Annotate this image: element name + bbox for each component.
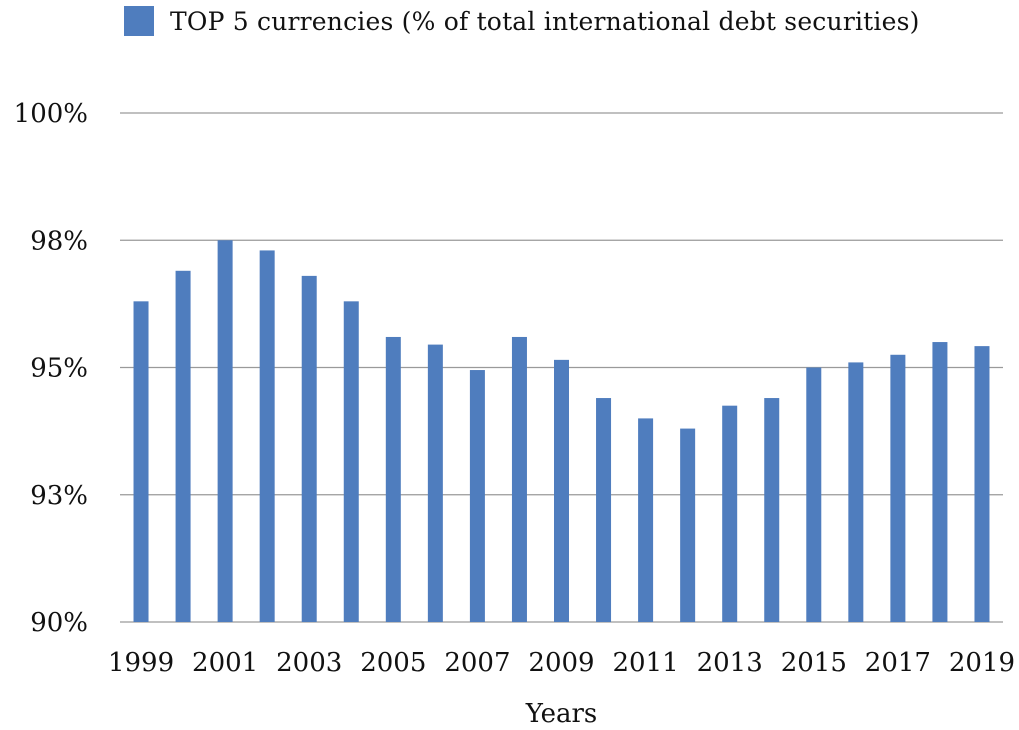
bar <box>469 370 485 622</box>
bar <box>722 405 738 622</box>
bar <box>301 275 317 622</box>
x-tick-label: 2009 <box>528 648 594 678</box>
x-tick-label: 2019 <box>949 648 1015 678</box>
x-tick-label: 2001 <box>192 648 258 678</box>
x-tick-label: 2017 <box>865 648 931 678</box>
bar <box>217 240 233 622</box>
x-tick-label: 2005 <box>360 648 426 678</box>
legend-label: TOP 5 currencies (% of total internation… <box>170 6 920 36</box>
bar <box>259 250 275 622</box>
x-tick-label: 2011 <box>613 648 679 678</box>
bar <box>427 344 443 622</box>
bar <box>806 367 822 622</box>
y-tick-label: 100% <box>14 99 88 129</box>
bar <box>596 398 612 622</box>
bar <box>680 428 696 622</box>
bar <box>974 346 990 622</box>
y-tick-label: 90% <box>30 608 88 638</box>
bar <box>385 336 401 622</box>
x-tick-label: 2015 <box>781 648 847 678</box>
legend-swatch <box>124 6 154 36</box>
bar <box>133 301 149 622</box>
bar <box>638 418 654 622</box>
x-tick-label: 2013 <box>697 648 763 678</box>
bar <box>175 270 191 622</box>
bar <box>890 354 906 622</box>
y-tick-label: 98% <box>30 226 88 256</box>
bar <box>343 301 359 622</box>
x-tick-label: 2007 <box>444 648 510 678</box>
bar <box>848 362 864 622</box>
x-tick-label: 2003 <box>276 648 342 678</box>
bar <box>554 359 569 622</box>
bar <box>932 342 948 622</box>
y-tick-label: 93% <box>30 481 88 511</box>
legend: TOP 5 currencies (% of total internation… <box>124 6 920 36</box>
x-tick-label: 1999 <box>108 648 174 678</box>
bar <box>511 336 527 622</box>
y-tick-label: 95% <box>30 354 88 384</box>
x-axis-label: Years <box>525 699 598 729</box>
bar <box>764 398 780 622</box>
